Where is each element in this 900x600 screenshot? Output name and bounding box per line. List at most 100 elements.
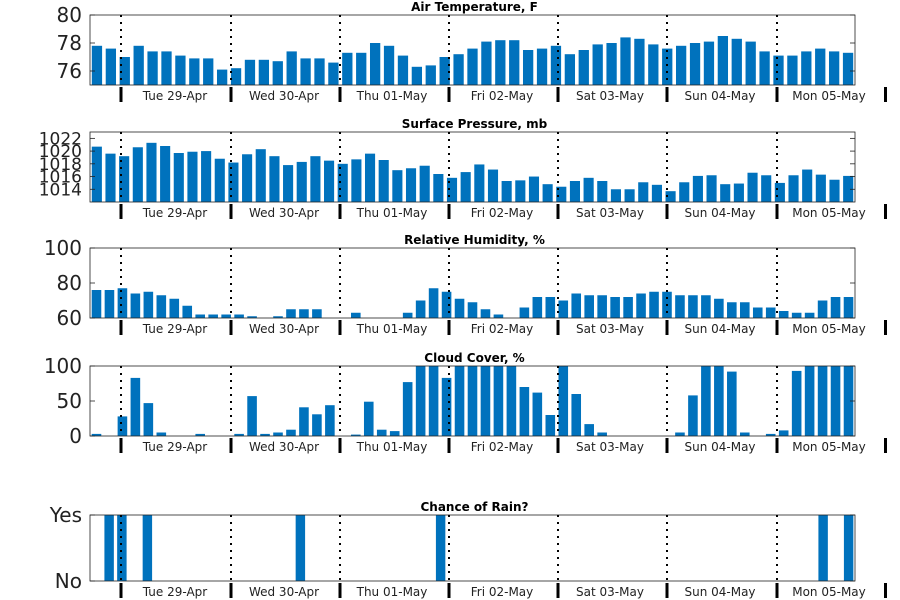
relative-humidity-bar — [221, 314, 231, 318]
air-temperature-bar — [648, 44, 659, 85]
relative-humidity-bar — [817, 300, 828, 318]
relative-humidity-bar — [104, 290, 115, 318]
surface-pressure-ytick-label: 1022 — [39, 129, 82, 149]
air-temperature-bar — [258, 59, 270, 85]
relative-humidity-end-tick-mark — [884, 320, 887, 335]
surface-pressure-bar — [460, 172, 471, 202]
air-temperature-bar — [509, 40, 520, 85]
air-temperature-bar — [550, 45, 562, 85]
surface-pressure-bar — [843, 175, 854, 202]
air-temperature-bar — [620, 37, 631, 85]
chance-of-rain-bar — [104, 515, 114, 581]
surface-pressure-bar — [706, 175, 717, 202]
surface-pressure-xtick-label: Sun 04-May — [684, 206, 755, 220]
chance-of-rain-xtick-label: Thu 01-May — [356, 585, 428, 599]
cloud-cover-day-tick-mark — [447, 438, 451, 453]
air-temperature-bar — [244, 59, 256, 85]
surface-pressure-bar — [474, 164, 485, 202]
relative-humidity-bar — [714, 298, 724, 318]
cloud-cover-bar — [675, 432, 685, 436]
relative-humidity-bar — [312, 309, 322, 318]
chance-of-rain-title: Chance of Rain? — [420, 500, 528, 514]
surface-pressure-bar — [187, 151, 198, 202]
relative-humidity-bar — [480, 309, 491, 318]
relative-humidity-day-tick-mark — [447, 320, 451, 335]
air-temperature-bar — [300, 58, 311, 85]
relative-humidity-bar — [169, 298, 180, 318]
air-temperature-day-tick-mark — [447, 87, 451, 102]
air-temperature-bar — [828, 51, 840, 85]
relative-humidity-bar — [545, 297, 556, 318]
cloud-cover-bar — [545, 415, 556, 436]
chance-of-rain-bar — [435, 515, 446, 581]
air-temperature-end-tick-mark — [884, 87, 887, 102]
air-temperature-bar — [606, 43, 617, 85]
surface-pressure-bar — [788, 175, 799, 202]
cloud-cover-bar — [532, 392, 543, 436]
surface-pressure-bar — [501, 181, 512, 202]
air-temperature-xtick-label: Tue 29-Apr — [142, 89, 207, 103]
surface-pressure-bar — [228, 162, 239, 202]
cloud-cover-xtick-label: Sat 03-May — [576, 440, 644, 454]
air-temperature-bar — [286, 51, 297, 85]
air-temperature-xtick-label: Sun 04-May — [684, 89, 755, 103]
surface-pressure-bar — [160, 146, 171, 202]
relative-humidity-bar — [752, 307, 763, 318]
air-temperature-bar — [578, 50, 589, 85]
relative-humidity-bar — [597, 295, 607, 318]
cloud-cover-bar — [299, 407, 309, 436]
surface-pressure-day-tick-mark — [775, 204, 779, 219]
cloud-cover-bar — [739, 432, 750, 436]
relative-humidity-bar — [428, 288, 439, 318]
chance-of-rain-bar — [818, 515, 828, 581]
relative-humidity-day-tick-mark — [229, 320, 233, 335]
surface-pressure-bar — [419, 165, 430, 202]
cloud-cover-ytick-label: 50 — [57, 389, 82, 413]
cloud-cover-bar — [117, 416, 128, 436]
surface-pressure-xtick-label: Tue 29-Apr — [142, 206, 207, 220]
air-temperature-bar — [564, 54, 576, 85]
relative-humidity-xtick-label: Mon 05-May — [792, 322, 866, 336]
cloud-cover-bar — [688, 395, 698, 436]
relative-humidity-bar — [558, 300, 569, 318]
surface-pressure-xtick-label: Wed 30-Apr — [249, 206, 319, 220]
cloud-cover-bar — [804, 366, 815, 436]
air-temperature-day-tick-mark — [556, 87, 560, 102]
cloud-cover-bar — [506, 366, 517, 436]
surface-pressure-bar — [569, 181, 581, 202]
surface-pressure-bar — [624, 189, 635, 202]
surface-pressure-bar — [392, 170, 403, 202]
relative-humidity-bar — [804, 312, 815, 318]
cloud-cover-day-tick-mark — [556, 438, 560, 453]
air-temperature-bar — [175, 55, 186, 85]
air-temperature-xtick-label: Wed 30-Apr — [249, 89, 319, 103]
air-temperature-bar — [467, 48, 478, 85]
relative-humidity-title: Relative Humidity, % — [404, 233, 545, 247]
surface-pressure-bar — [638, 182, 649, 202]
surface-pressure-title: Surface Pressure, mb — [402, 117, 548, 131]
air-temperature-panel: 76 78 80 Tue 29-Apr Wed 30-Apr Thu 01-May Fri … — [57, 0, 887, 103]
surface-pressure-bar — [733, 183, 744, 202]
relative-humidity-xtick-label: Sun 04-May — [684, 322, 755, 336]
cloud-cover-bar — [597, 432, 607, 436]
relative-humidity-bar — [286, 309, 296, 318]
air-temperature-day-tick-mark — [338, 87, 342, 102]
relative-humidity-bar — [843, 297, 854, 318]
relative-humidity-bar — [195, 314, 205, 318]
surface-pressure-bar — [651, 184, 662, 202]
surface-pressure-bar — [91, 146, 102, 202]
cloud-cover-xtick-label: Sun 04-May — [684, 440, 755, 454]
chance-of-rain-day-tick-mark — [556, 583, 560, 598]
surface-pressure-bar — [351, 159, 362, 202]
cloud-cover-bar — [727, 371, 737, 436]
air-temperature-axes-frame — [89, 14, 856, 86]
air-temperature-bar — [230, 68, 242, 85]
chance-of-rain-xtick-label: Mon 05-May — [792, 585, 866, 599]
air-temperature-bar — [801, 51, 812, 85]
air-temperature-bar — [675, 45, 687, 85]
surface-pressure-bar — [324, 160, 335, 202]
air-temperature-bar — [397, 55, 409, 85]
air-temperature-bar — [703, 41, 715, 85]
surface-pressure-bar — [105, 153, 116, 202]
surface-pressure-day-tick-mark — [665, 204, 669, 219]
